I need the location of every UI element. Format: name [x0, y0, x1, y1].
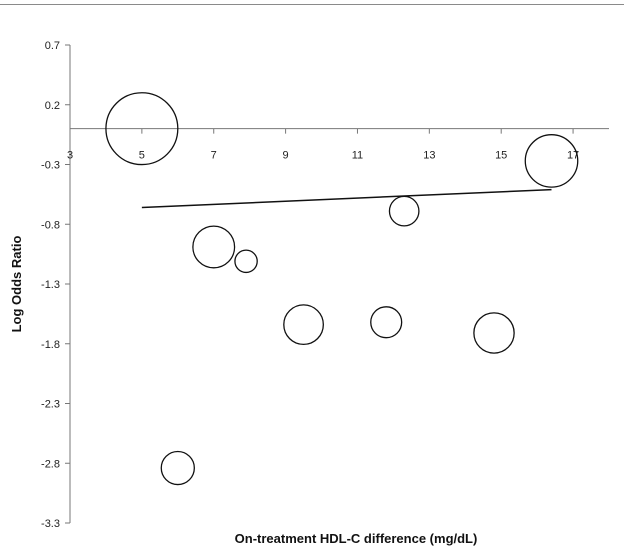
y-tick-label: -2.3 [41, 399, 60, 411]
bubble [388, 195, 420, 227]
y-tick-label: -0.3 [41, 160, 60, 172]
top-divider [0, 4, 624, 5]
y-tick-label: -1.8 [41, 339, 60, 351]
x-axis-title: On-treatment HDL-C difference (mg/dL) [235, 531, 478, 546]
y-tick-label: -0.8 [41, 219, 60, 231]
bubble [524, 134, 579, 188]
bubble [370, 306, 403, 339]
y-tick-label: -3.3 [41, 518, 60, 530]
y-tick-group: 0.7 0.2 -0.3 -0.8 -1.3 -1.8 -2.3 -2.8 -3.3 [41, 40, 70, 530]
x-tick-label: 15 [495, 150, 507, 162]
x-tick-label: 7 [211, 150, 217, 162]
y-axis-title: Log Odds Ratio [9, 236, 24, 333]
bubble-series [105, 92, 579, 486]
y-tick-label: -2.8 [41, 458, 60, 470]
x-tick-label: 5 [139, 150, 145, 162]
x-tick-label: 11 [352, 150, 363, 162]
bubble [283, 304, 324, 346]
x-tick-label: 3 [67, 150, 73, 162]
bubble [234, 249, 258, 274]
bubble [160, 450, 195, 486]
x-tick-label: 9 [283, 150, 289, 162]
y-tick-label: 0.2 [45, 100, 60, 112]
bubble [105, 92, 179, 166]
y-tick-label: -1.3 [41, 279, 60, 291]
bubble [192, 225, 236, 269]
y-tick-label: 0.7 [45, 40, 60, 52]
bubble [473, 312, 515, 354]
trendline [141, 188, 552, 209]
x-tick-group: 3 5 7 9 11 13 15 17 [67, 128, 579, 162]
x-tick-label: 13 [423, 150, 435, 162]
